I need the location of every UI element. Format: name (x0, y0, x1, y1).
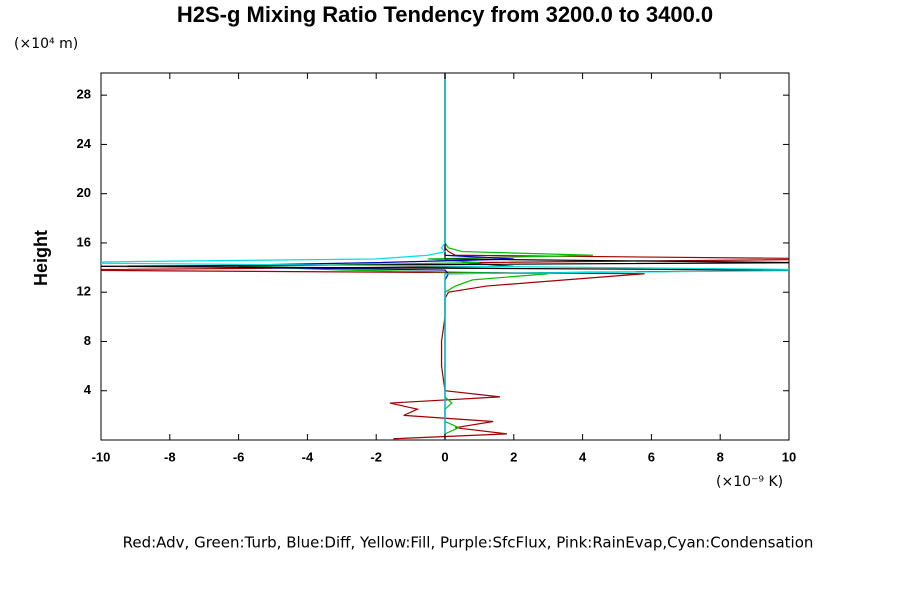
y-tick-label: 16 (77, 234, 91, 249)
x-tick-label: 4 (579, 449, 587, 464)
profile-line (101, 73, 789, 440)
x-tick-label: -4 (302, 449, 314, 464)
x-units: (×10⁻⁹ K) (716, 474, 783, 490)
x-tick-label: -8 (164, 449, 176, 464)
x-tick-label: 2 (510, 449, 517, 464)
y-tick-label: 20 (77, 185, 91, 200)
y-tick-label: 4 (84, 382, 92, 397)
x-tick-label: -10 (92, 449, 111, 464)
x-tick-label: 10 (782, 449, 796, 464)
legend-text: Red:Adv, Green:Turb, Blue:Diff, Yellow:F… (123, 534, 814, 552)
x-tick-label: -6 (233, 449, 245, 464)
y-tick-label: 28 (77, 87, 91, 102)
x-tick-label: -2 (370, 449, 382, 464)
y-units: (×10⁴ m) (14, 36, 78, 52)
chart-title: H2S-g Mixing Ratio Tendency from 3200.0 … (177, 2, 713, 27)
y-tick-label: 12 (77, 284, 91, 299)
x-tick-label: 6 (648, 449, 655, 464)
x-tick-label: 0 (441, 449, 448, 464)
x-tick-label: 8 (717, 449, 724, 464)
y-axis-label: Height (31, 230, 51, 286)
y-tick-label: 8 (84, 333, 91, 348)
y-tick-label: 24 (77, 136, 92, 151)
plot-area (101, 73, 789, 440)
profile-line (101, 73, 789, 439)
profile-line (169, 73, 514, 439)
